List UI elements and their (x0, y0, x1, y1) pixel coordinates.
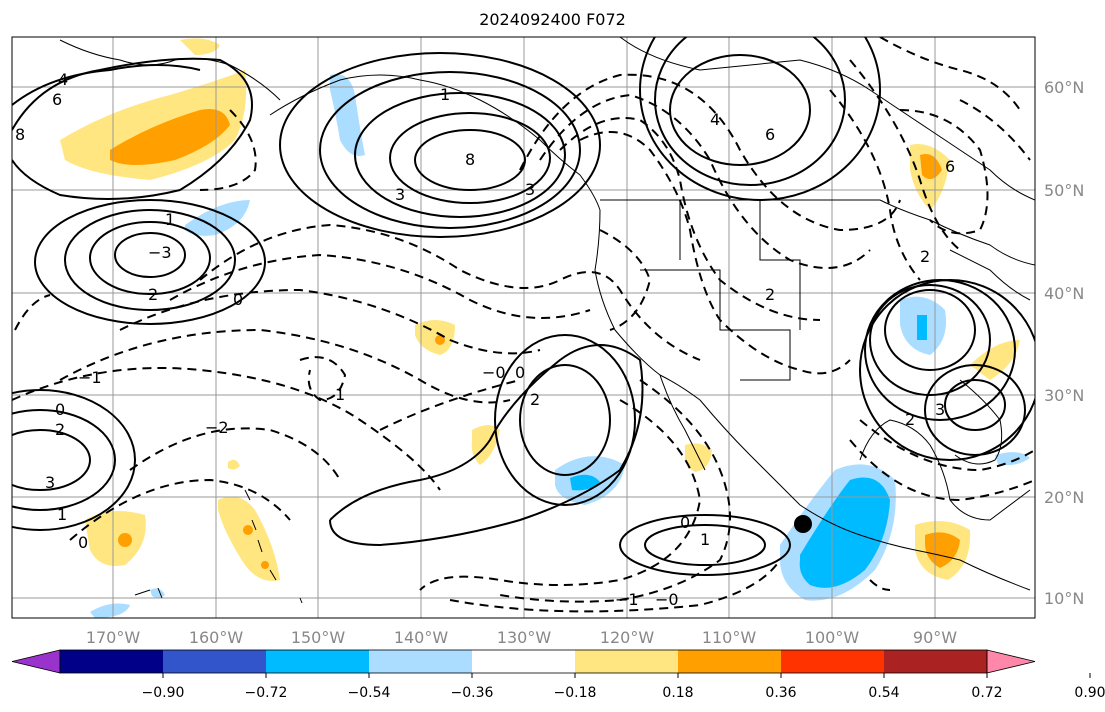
contour-label: 3 (395, 185, 405, 204)
contour-label: 2 (920, 247, 930, 266)
contour-label: 6 (945, 157, 955, 176)
colorbar-extend-high (986, 649, 1036, 674)
lon-label-140w: 140°W (394, 628, 449, 647)
solid-contours (12, 37, 1035, 576)
contour-label: 8 (465, 150, 475, 169)
contour-label: 3 (935, 400, 945, 419)
coastlines (59, 37, 1035, 604)
colorbar-tick-label: −0.36 (451, 685, 494, 701)
colorbar-tick-label: 0.72 (971, 685, 1002, 701)
contour-label: 3 (45, 473, 55, 492)
contour-label: 4 (710, 110, 720, 129)
lat-label-20n: 20°N (1044, 488, 1084, 507)
colorbar-cell (60, 650, 164, 673)
colorbar: −0.90 −0.72 −0.54 −0.36 −0.18 0.18 0.36 0.54 0.7… (11, 649, 1105, 701)
colorbar-cell (678, 650, 782, 673)
contour-labels: 8 6 4 3 2 1 0 −0 −1 −2 −3 4 6 8 0 2 3 1 … (15, 70, 955, 609)
contour-label: 6 (52, 90, 62, 109)
negative-anomaly-shading (90, 74, 1030, 618)
lon-label-110w: 110°W (702, 628, 757, 647)
colorbar-tick-label: 0.18 (662, 685, 693, 701)
lon-label-170w: 170°W (86, 628, 141, 647)
contour-label: 6 (765, 125, 775, 144)
lat-label-50n: 50°N (1044, 181, 1084, 200)
lon-label-160w: 160°W (189, 628, 244, 647)
map-title: 2024092400 F072 (479, 10, 626, 29)
colorbar-cell (472, 650, 576, 673)
contour-label: 2 (530, 390, 540, 409)
dashed-contours (12, 37, 1035, 613)
contour-label: 0 (55, 400, 65, 419)
colorbar-cell (575, 650, 679, 673)
lat-label-30n: 30°N (1044, 386, 1084, 405)
contour-label: 0 (680, 513, 690, 532)
colorbar-tick-label: −0.90 (142, 685, 185, 701)
positive-anomaly-shading (60, 38, 1020, 581)
longitude-labels: 170°W 160°W 150°W 140°W 130°W 120°W 110°… (86, 628, 957, 647)
contour-label: 1 (700, 530, 710, 549)
contour-label: −0 (655, 590, 679, 609)
contour-label: 1 (440, 85, 450, 104)
contour-label: 1 (57, 505, 67, 524)
contour-label: 0 (233, 290, 243, 309)
colorbar-cells (11, 649, 1036, 674)
lon-label-130w: 130°W (497, 628, 552, 647)
contour-label: 3 (525, 180, 535, 199)
contour-label: 2 (765, 285, 775, 304)
colorbar-cell (884, 650, 988, 673)
lat-label-60n: 60°N (1044, 78, 1084, 97)
contour-label: 8 (15, 125, 25, 144)
contour-label: 0 (78, 533, 88, 552)
colorbar-tick-label: 0.90 (1074, 685, 1105, 701)
map-frame (11, 36, 1036, 619)
colorbar-border (59, 649, 988, 674)
latitude-labels: 60°N 50°N 40°N 30°N 20°N 10°N (1044, 78, 1084, 608)
colorbar-tick-label: −0.54 (348, 685, 391, 701)
colorbar-tick-label: −0.18 (554, 685, 597, 701)
colorbar-tick-label: 0.54 (868, 685, 899, 701)
colorbar-cell (163, 650, 267, 673)
lon-label-150w: 150°W (291, 628, 346, 647)
contour-label: 2 (55, 420, 65, 439)
contour-label: 0 (515, 363, 525, 382)
lon-label-100w: 100°W (805, 628, 860, 647)
contour-label: 1 (335, 385, 345, 404)
contour-label: −1 (78, 368, 102, 387)
contour-label: −1 (615, 590, 639, 609)
colorbar-cell (369, 650, 473, 673)
colorbar-ticks: −0.90 −0.72 −0.54 −0.36 −0.18 0.18 0.36 0.54 0.7… (142, 673, 1105, 701)
colorbar-cell (266, 650, 370, 673)
contour-label: −0 (482, 363, 506, 382)
contour-label: 2 (148, 285, 158, 304)
colorbar-extend-low (11, 649, 61, 674)
contour-label: −2 (205, 418, 229, 437)
lat-label-10n: 10°N (1044, 589, 1084, 608)
contour-label: 2 (905, 410, 915, 429)
colorbar-tick-label: 0.36 (765, 685, 796, 701)
lon-label-90w: 90°W (913, 628, 957, 647)
storm-center-marker (794, 515, 812, 533)
lon-label-120w: 120°W (600, 628, 655, 647)
lat-label-40n: 40°N (1044, 284, 1084, 303)
contour-label: 4 (58, 70, 68, 89)
contour-label: 1 (165, 210, 175, 229)
colorbar-tick-label: −0.72 (245, 685, 288, 701)
colorbar-cell (781, 650, 885, 673)
contour-label: −3 (148, 243, 172, 262)
